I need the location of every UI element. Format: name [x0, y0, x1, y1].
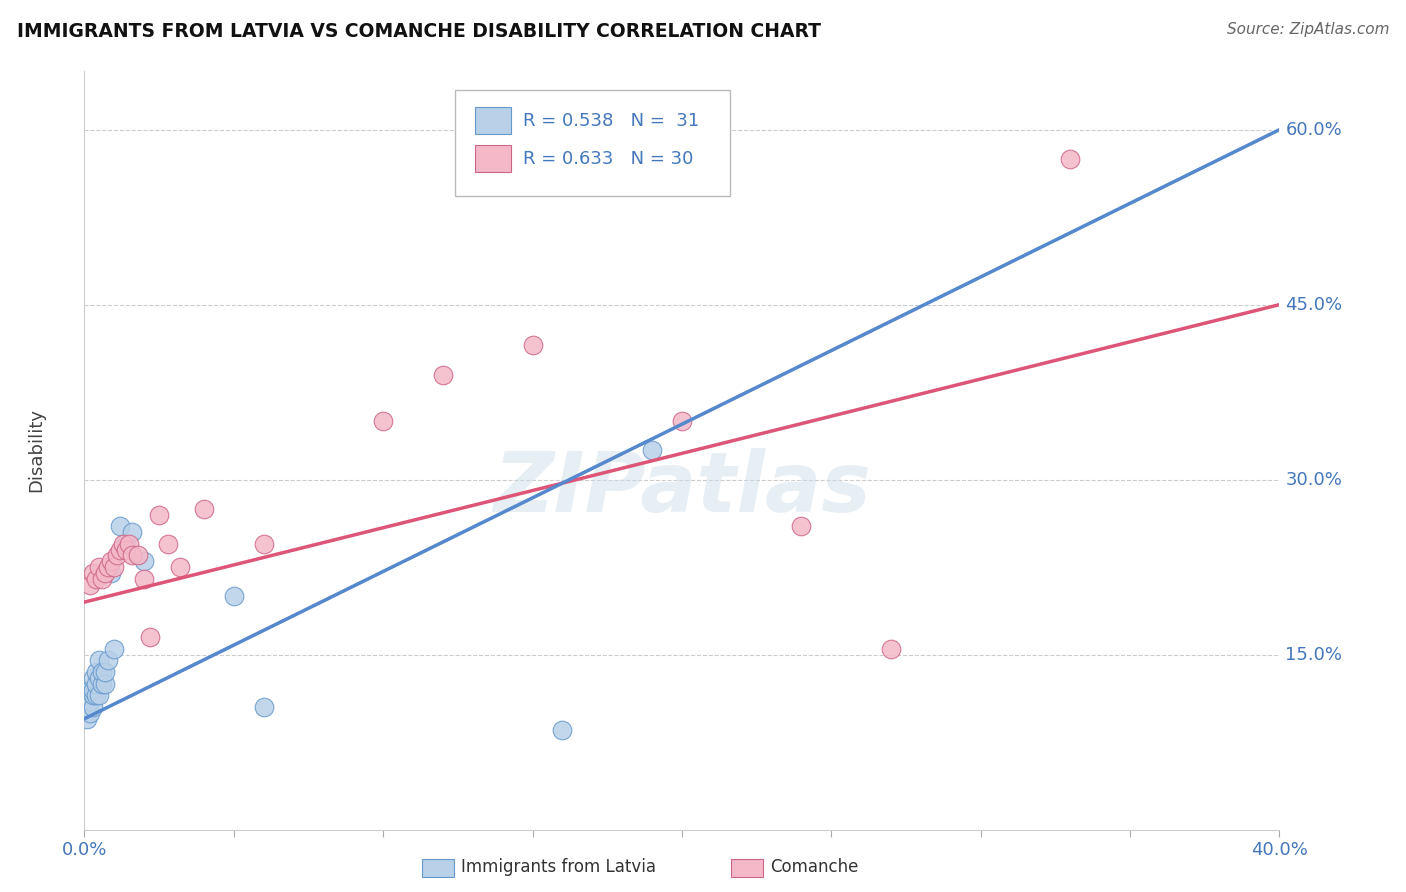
Point [1059, 152, 1081, 166]
Point [97, 653, 120, 667]
Point [94, 665, 117, 679]
Point [82, 671, 104, 685]
Point [105, 549, 128, 563]
Point [112, 537, 135, 551]
Point [157, 537, 180, 551]
Point [82, 689, 104, 703]
Point [115, 537, 138, 551]
Point [121, 525, 143, 540]
Point [551, 723, 574, 738]
Text: IMMIGRANTS FROM LATVIA VS COMANCHE DISABILITY CORRELATION CHART: IMMIGRANTS FROM LATVIA VS COMANCHE DISAB… [17, 22, 821, 41]
Point [373, 414, 395, 428]
Point [76, 712, 98, 726]
Text: Comanche: Comanche [770, 858, 859, 876]
FancyBboxPatch shape [475, 145, 510, 172]
Point [86, 572, 108, 586]
Text: ZIPatlas: ZIPatlas [494, 448, 870, 529]
FancyBboxPatch shape [475, 107, 510, 134]
Point [89, 653, 111, 667]
Point [86, 665, 108, 679]
Point [89, 560, 111, 574]
Point [76, 689, 98, 703]
Point [121, 549, 143, 563]
Text: Immigrants from Latvia: Immigrants from Latvia [461, 858, 657, 876]
Point [79, 577, 101, 591]
Point [253, 537, 276, 551]
Point [89, 689, 111, 703]
Point [253, 700, 276, 714]
Point [82, 566, 104, 580]
Point [94, 677, 117, 691]
Point [222, 589, 245, 603]
Point [432, 368, 454, 382]
Text: Disability: Disability [28, 409, 45, 492]
Point [79, 694, 101, 708]
Point [641, 443, 664, 458]
Point [86, 689, 108, 703]
Point [100, 554, 122, 568]
Point [132, 554, 156, 568]
Text: R = 0.633   N = 30: R = 0.633 N = 30 [523, 150, 693, 168]
Point [110, 542, 132, 557]
FancyBboxPatch shape [456, 90, 730, 196]
Point [880, 641, 903, 656]
Point [97, 560, 120, 574]
Point [94, 566, 117, 580]
Point [110, 519, 132, 533]
Point [91, 572, 114, 586]
Point [139, 630, 162, 644]
Point [790, 519, 813, 533]
Point [193, 501, 215, 516]
Point [169, 560, 191, 574]
Point [103, 560, 125, 574]
Text: Source: ZipAtlas.com: Source: ZipAtlas.com [1226, 22, 1389, 37]
Point [103, 641, 125, 656]
Point [79, 706, 101, 720]
Text: 45.0%: 45.0% [1285, 295, 1343, 314]
Point [132, 572, 156, 586]
Point [671, 414, 693, 428]
Point [82, 682, 104, 697]
Text: 60.0%: 60.0% [1285, 120, 1343, 138]
Point [82, 700, 104, 714]
Point [86, 677, 108, 691]
Point [89, 671, 111, 685]
Point [115, 542, 138, 557]
Point [118, 537, 141, 551]
Text: R = 0.538   N =  31: R = 0.538 N = 31 [523, 112, 699, 129]
Point [91, 665, 114, 679]
Point [91, 677, 114, 691]
Point [127, 549, 149, 563]
Point [522, 338, 544, 352]
Point [100, 566, 122, 580]
Text: 30.0%: 30.0% [1285, 471, 1343, 489]
Point [76, 700, 98, 714]
Point [148, 508, 170, 522]
Text: 15.0%: 15.0% [1285, 646, 1343, 664]
Point [79, 682, 101, 697]
